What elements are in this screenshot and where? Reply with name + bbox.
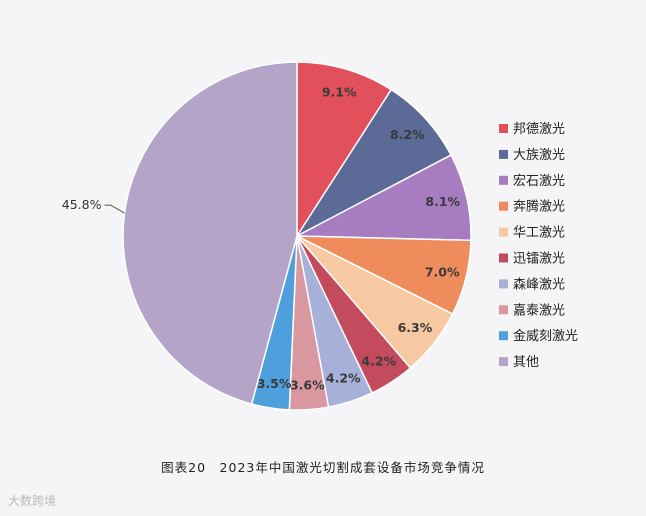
pie-slice-10 [122,61,298,405]
slice-label-other: 45.8% [62,197,102,212]
pie-slice-1 [296,61,393,239]
legend-swatch-5 [499,227,508,237]
watermark: 大数跨境 [8,494,57,508]
legend-swatch-9 [499,331,508,341]
slice-label-8: 3.6% [290,377,325,392]
legend-swatch-8 [499,305,508,315]
legend-swatch-10 [499,357,508,367]
legend-label-4: 奔腾激光 [513,199,565,215]
legend-label-6: 迅镭激光 [513,252,565,267]
legend-label-1: 邦德激光 [513,122,565,137]
legend-label-10: 其他 [513,355,539,370]
chart-caption: 图表20 2023年中国激光切割成套设备市场竞争情况 [161,460,485,475]
slice-label-5: 6.3% [398,320,433,335]
slice-label-9: 3.5% [257,376,292,391]
legend-label-8: 嘉泰激光 [513,303,565,318]
leader-line [104,204,125,214]
legend-label-9: 金威刻激光 [513,328,578,344]
slice-label-4: 7.0% [425,264,460,279]
slice-label-1: 9.1% [322,84,357,99]
legend-swatch-3 [499,175,508,185]
slice-label-7: 4.2% [326,370,361,385]
legend-label-2: 大族激光 [513,147,565,163]
slice-label-2: 8.2% [390,127,425,142]
legend-swatch-6 [499,253,508,263]
legend-swatch-4 [499,201,508,211]
legend-swatch-2 [499,149,508,159]
pie-slice-3 [294,154,472,242]
slice-label-3: 8.1% [425,194,460,209]
legend-swatch-7 [499,279,508,289]
legend-label-5: 华工激光 [513,226,565,241]
slice-label-6: 4.2% [361,353,396,368]
legend-label-7: 森峰激光 [513,277,565,292]
legend-swatch-1 [499,124,508,133]
legend-label-3: 宏石激光 [513,174,565,189]
pie-slice-2 [294,88,453,238]
